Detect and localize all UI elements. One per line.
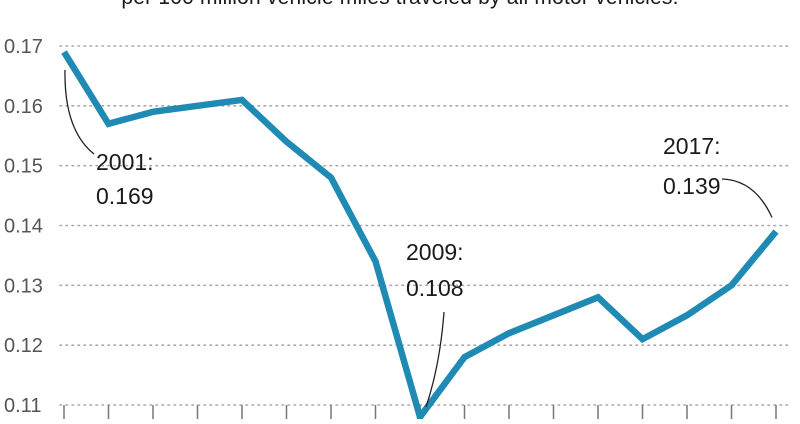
y-tick-label: 0.11 — [4, 395, 41, 417]
annotation-value: 0.169 — [96, 183, 154, 209]
y-tick-label: 0.16 — [4, 96, 43, 118]
series-line — [64, 52, 776, 417]
annotation-leader — [722, 179, 772, 217]
annotation-year: 2009: — [406, 239, 464, 265]
y-tick-label: 0.14 — [4, 216, 43, 238]
annotation-year: 2001: — [96, 149, 154, 175]
y-tick-label: 0.12 — [4, 335, 43, 357]
y-tick-label: 0.15 — [4, 156, 43, 178]
y-tick-label: 0.17 — [4, 36, 43, 58]
annotation-year: 2017: — [663, 133, 721, 159]
annotation-value: 0.139 — [663, 173, 721, 199]
chart-subtitle: per 100 million vehicle miles traveled b… — [0, 0, 800, 10]
annotation-value: 0.108 — [406, 275, 464, 301]
y-tick-label: 0.13 — [4, 275, 43, 297]
